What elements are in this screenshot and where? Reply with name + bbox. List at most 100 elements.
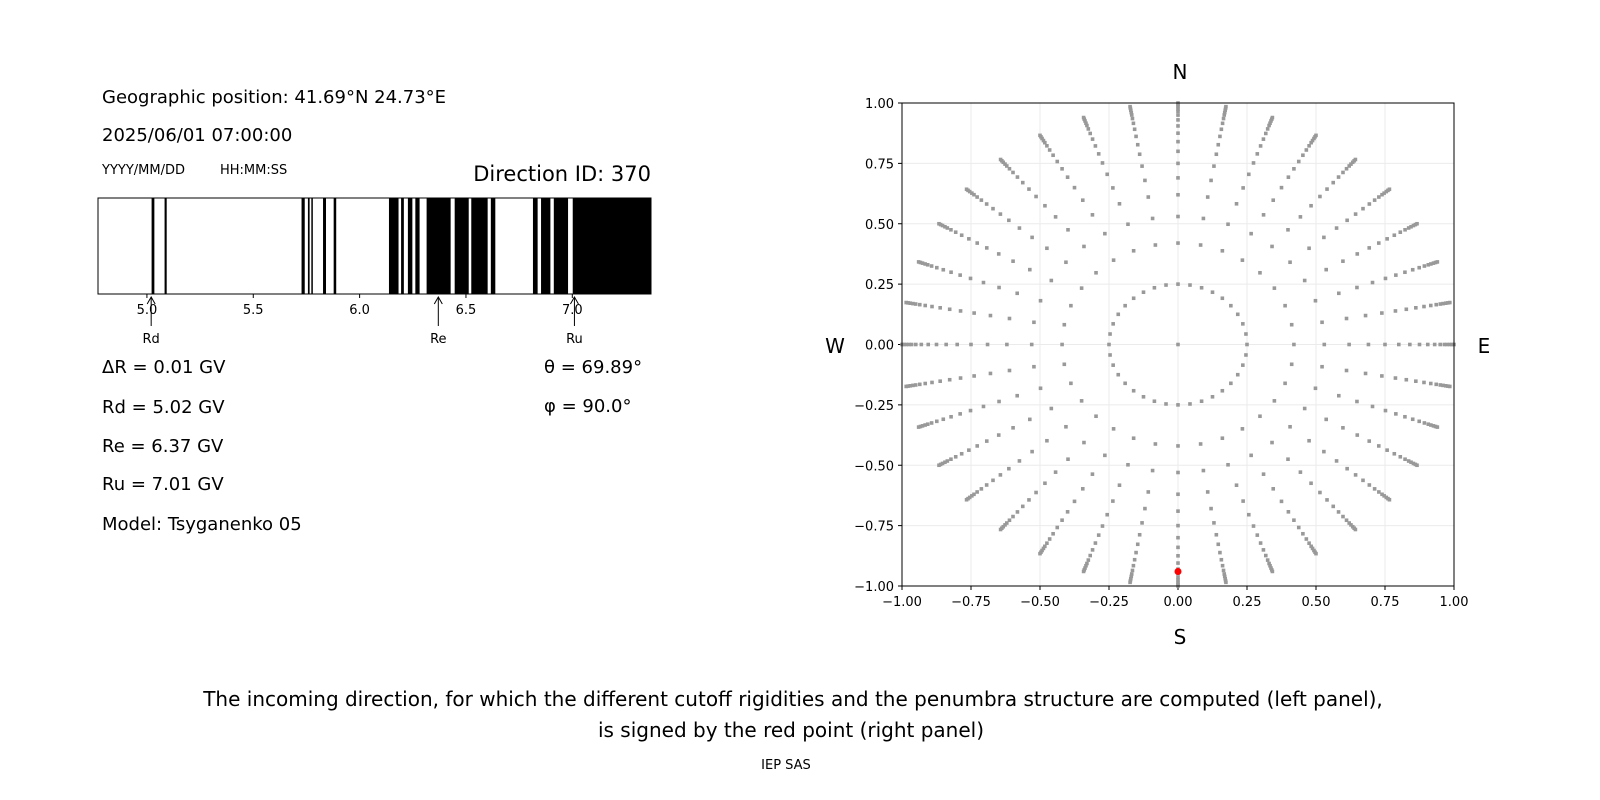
direction-point: [1141, 394, 1146, 399]
direction-point: [1345, 466, 1349, 471]
direction-point: [1137, 532, 1142, 537]
direction-point: [1279, 499, 1284, 504]
direction-point: [1310, 138, 1315, 143]
direction-point: [968, 408, 973, 413]
forbidden-band: [541, 198, 551, 294]
x-tick-label: −1.00: [882, 595, 922, 610]
direction-point: [1085, 123, 1089, 128]
direction-point: [1219, 557, 1224, 562]
direction-point: [1292, 167, 1296, 171]
direction-point: [970, 191, 974, 195]
direction-point: [1038, 386, 1043, 391]
direction-point: [1415, 463, 1419, 468]
direction-point: [1220, 563, 1225, 568]
direction-point: [997, 285, 1001, 290]
direction-point: [1152, 399, 1157, 404]
direction-point: [1132, 127, 1137, 132]
direction-point: [943, 460, 947, 465]
phi-value: φ = 90.0°: [544, 396, 631, 417]
direction-point: [1140, 521, 1144, 525]
direction-point: [934, 342, 939, 347]
marker-label-rd: Rd: [143, 332, 160, 347]
direction-point: [1361, 478, 1365, 483]
direction-point: [1313, 386, 1318, 391]
direction-point: [1409, 224, 1413, 229]
direction-point: [1431, 424, 1436, 428]
direction-point: [1341, 170, 1345, 175]
direction-point: [996, 433, 1001, 437]
direction-point: [1083, 566, 1087, 570]
direction-point: [1176, 113, 1180, 117]
direction-point: [1103, 231, 1107, 236]
direction-point: [1341, 259, 1345, 263]
direction-point: [1322, 342, 1327, 347]
direction-point: [1288, 260, 1292, 265]
direction-point: [1028, 417, 1032, 422]
direction-point: [1176, 149, 1180, 154]
forbidden-band: [307, 198, 310, 294]
direction-point: [1111, 363, 1115, 367]
direction-point: [1043, 544, 1047, 549]
direction-point: [1270, 440, 1274, 445]
direction-point: [1038, 133, 1042, 138]
direction-point: [1011, 170, 1015, 175]
direction-point: [1229, 303, 1233, 308]
direction-point: [1417, 342, 1422, 347]
direction-point: [1212, 521, 1216, 525]
direction-point: [1307, 246, 1311, 251]
direction-point: [1143, 506, 1147, 511]
direction-point: [1334, 226, 1339, 230]
direction-point: [1117, 483, 1122, 488]
direction-point: [1334, 459, 1339, 463]
direction-point: [1261, 472, 1266, 476]
direction-point: [1205, 195, 1210, 199]
direction-point: [1029, 342, 1034, 347]
forbidden-band: [164, 198, 167, 294]
direction-point: [1363, 371, 1368, 376]
direction-point: [1383, 408, 1388, 413]
direction-point: [1414, 306, 1418, 310]
direction-point: [1072, 185, 1077, 190]
direction-point: [1307, 438, 1311, 443]
direction-point: [1404, 377, 1409, 382]
forbidden-band: [323, 198, 327, 294]
arrow-head-icon: [569, 295, 579, 305]
direction-point: [944, 342, 948, 347]
direction-point: [1355, 285, 1359, 290]
direction-point: [1226, 462, 1230, 467]
forbidden-band: [415, 198, 420, 294]
direction-point: [1164, 402, 1168, 406]
direction-point: [1392, 451, 1397, 456]
direction-point: [1438, 342, 1442, 347]
direction-point: [1082, 244, 1086, 249]
direction-point: [937, 221, 941, 226]
direction-point: [916, 425, 921, 429]
direction-point: [1298, 470, 1303, 474]
y-tick-label: −0.50: [854, 459, 894, 474]
direction-point: [1258, 144, 1263, 148]
direction-point: [1090, 472, 1095, 476]
direction-point: [1367, 246, 1372, 250]
direction-point: [1422, 421, 1427, 425]
x-tick-label: 1.00: [1440, 595, 1469, 610]
direction-point: [1355, 399, 1359, 404]
direction-point: [1038, 551, 1042, 556]
direction-point: [1446, 384, 1450, 388]
direction-point: [1307, 541, 1311, 545]
direction-point: [1229, 381, 1233, 386]
direction-point: [1355, 252, 1360, 256]
direction-point: [967, 237, 971, 241]
direction-point: [1080, 198, 1085, 202]
direction-point: [945, 226, 950, 230]
direction-point: [1222, 110, 1227, 115]
direction-point: [1103, 453, 1107, 458]
direction-point: [1060, 342, 1064, 347]
direction-point: [1344, 368, 1349, 373]
direction-point: [1214, 152, 1219, 157]
direction-point: [1130, 568, 1135, 573]
direction-point: [1270, 569, 1275, 574]
direction-point: [1355, 433, 1360, 437]
direction-point: [1406, 459, 1411, 463]
direction-point: [1255, 533, 1260, 537]
date-format: YYYY/MM/DD: [101, 163, 185, 178]
